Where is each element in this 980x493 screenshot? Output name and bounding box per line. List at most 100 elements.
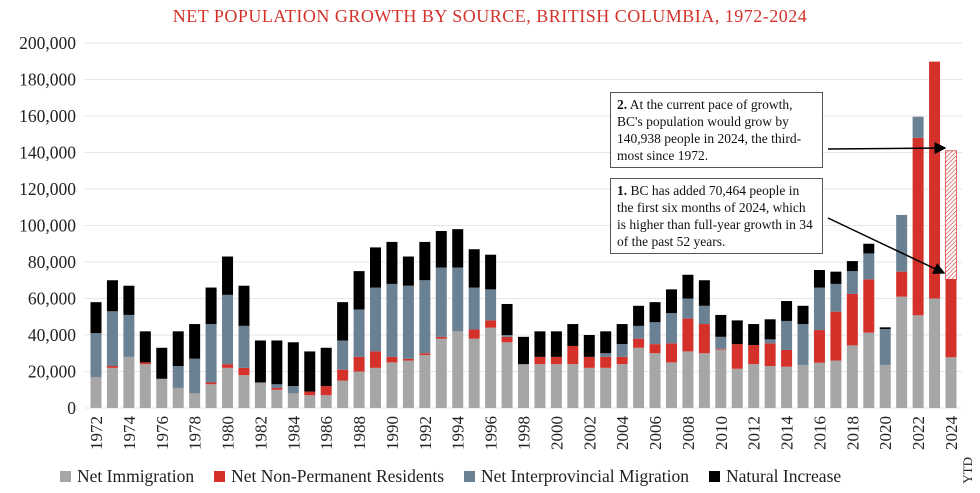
bar-segment-natural-increase xyxy=(222,256,234,295)
bar-segment-natural-increase xyxy=(254,340,266,383)
bar-segment-net-interprovincial-migration xyxy=(205,324,217,383)
bar-segment-net-interprovincial-migration xyxy=(238,325,250,368)
bar-segment-natural-increase xyxy=(830,271,842,284)
bar-segment-net-immigration xyxy=(665,362,677,408)
bar-segment-net-interprovincial-migration xyxy=(485,289,497,321)
bar-segment-net-immigration xyxy=(337,380,349,408)
legend-item: Natural Increase xyxy=(709,466,841,487)
bar-segment-natural-increase xyxy=(419,241,431,281)
bar-segment-net-immigration xyxy=(172,387,184,408)
y-tick-label: 200,000 xyxy=(19,33,76,53)
bar-segment-net-interprovincial-migration xyxy=(600,353,612,357)
x-tick-label: 1992 xyxy=(416,416,435,450)
bar-segment-net-non-permanent-residents xyxy=(534,356,546,365)
bar-segment-net-immigration xyxy=(929,298,941,408)
bar-segment-net-immigration xyxy=(896,296,908,408)
bar-segment-net-interprovincial-migration xyxy=(698,305,710,325)
bar-segment-net-interprovincial-migration xyxy=(501,335,513,337)
bar-segment-net-non-permanent-residents xyxy=(402,358,414,361)
chart-title: NET POPULATION GROWTH BY SOURCE, BRITISH… xyxy=(172,6,808,26)
x-tick-label: 2016 xyxy=(810,416,829,450)
x-tick-label: 1980 xyxy=(219,416,238,450)
bar-segment-net-interprovincial-migration xyxy=(682,298,694,319)
bar-segment-net-interprovincial-migration xyxy=(649,322,661,345)
bar-segment-natural-increase xyxy=(468,249,480,288)
x-tick-label: 2018 xyxy=(843,416,862,450)
bar-segment-net-immigration xyxy=(813,362,825,408)
bar-segment-net-immigration xyxy=(698,353,710,408)
bar-segment-net-immigration xyxy=(534,364,546,408)
x-tick-label: 1986 xyxy=(317,416,336,450)
bar-segment-net-non-permanent-residents xyxy=(583,356,595,368)
bar-segment-net-interprovincial-migration xyxy=(402,285,414,359)
bar-segment-net-immigration xyxy=(649,353,661,408)
bar-segment-net-immigration xyxy=(797,364,809,408)
bar-segment-net-interprovincial-migration xyxy=(846,271,858,294)
bar-segment-natural-increase xyxy=(665,289,677,314)
legend-label: Net Non-Permanent Residents xyxy=(231,466,445,486)
bar-segment-net-non-permanent-residents xyxy=(682,318,694,352)
bar-segment-net-interprovincial-migration xyxy=(337,340,349,370)
bar-segment-natural-increase xyxy=(402,256,414,286)
x-tick-label: 2012 xyxy=(745,416,764,450)
annotation-arrow xyxy=(827,142,947,155)
bar-segment-net-non-permanent-residents xyxy=(139,362,151,365)
bar-segment-net-non-permanent-residents xyxy=(238,367,250,376)
bar-segment-net-immigration xyxy=(501,342,513,408)
projection-bar xyxy=(945,150,957,280)
bar-segment-natural-increase xyxy=(813,270,825,288)
bar-segment-natural-increase xyxy=(518,336,529,365)
bar-segment-net-non-permanent-residents xyxy=(567,345,579,365)
annotation-arrow xyxy=(827,217,946,274)
bar-segment-net-interprovincial-migration xyxy=(879,328,891,365)
bar-segment-net-immigration xyxy=(518,364,529,408)
bar-segment-net-immigration xyxy=(205,384,217,408)
bar-segment-net-non-permanent-residents xyxy=(649,344,661,354)
bar-segment-net-non-permanent-residents xyxy=(665,343,677,363)
bar-segment-net-interprovincial-migration xyxy=(863,253,875,280)
bar-segment-net-immigration xyxy=(90,376,102,408)
bar-segment-net-non-permanent-residents xyxy=(748,345,760,365)
bar-segment-net-immigration xyxy=(846,345,858,408)
bar-segment-net-non-permanent-residents xyxy=(501,336,513,343)
bar-segment-net-interprovincial-migration xyxy=(90,333,102,377)
annotation-text: BC has added 70,464 people in the first … xyxy=(617,183,813,249)
bar-segment-natural-increase xyxy=(501,303,513,335)
x-tick-label: 1982 xyxy=(251,416,270,450)
bar-segment-net-interprovincial-migration xyxy=(896,214,908,272)
bar-segment-natural-increase xyxy=(370,247,382,288)
annotation-number: 1. xyxy=(617,183,628,198)
bar-segment-net-immigration xyxy=(830,360,842,408)
bar-segment-net-non-permanent-residents xyxy=(600,356,612,368)
legend-label: Net Immigration xyxy=(77,466,195,486)
legend-item: Net Non-Permanent Residents xyxy=(214,466,444,487)
x-tick-label: 1976 xyxy=(153,416,172,450)
bar-segment-net-interprovincial-migration xyxy=(633,325,645,339)
annotation-number: 2. xyxy=(617,97,628,112)
bar-segment-natural-increase xyxy=(205,287,217,325)
bar-segment-net-non-permanent-residents xyxy=(633,338,645,348)
bar-segment-net-non-permanent-residents xyxy=(205,382,217,385)
bar-segment-natural-increase xyxy=(320,347,332,387)
bar-segment-net-immigration xyxy=(402,360,414,408)
bar-segment-net-immigration xyxy=(370,367,382,408)
bar-segment-natural-increase xyxy=(534,331,546,357)
bar-segment-net-interprovincial-migration xyxy=(189,358,201,394)
bar-segment-net-non-permanent-residents xyxy=(863,279,875,333)
bar-segment-net-interprovincial-migration xyxy=(435,267,447,337)
bar-segment-natural-increase xyxy=(90,302,102,334)
bar-segment-net-interprovincial-migration xyxy=(353,309,365,357)
bar-segment-net-non-permanent-residents xyxy=(616,356,628,365)
bar-segment-net-immigration xyxy=(764,366,776,408)
annotation-projection: 2. At the current pace of growth, BC's p… xyxy=(610,92,823,168)
x-tick-label: 2004 xyxy=(613,416,632,451)
bar-segment-net-immigration xyxy=(304,395,316,408)
bar-segment-net-immigration xyxy=(320,395,332,408)
bar-segment-natural-increase xyxy=(304,351,316,392)
bar-segment-natural-increase xyxy=(879,327,891,329)
bar-segment-natural-increase xyxy=(485,254,497,290)
bar-segment-natural-increase xyxy=(583,335,595,357)
bar-segment-net-interprovincial-migration xyxy=(419,280,431,354)
bar-segment-net-interprovincial-migration xyxy=(715,336,727,349)
